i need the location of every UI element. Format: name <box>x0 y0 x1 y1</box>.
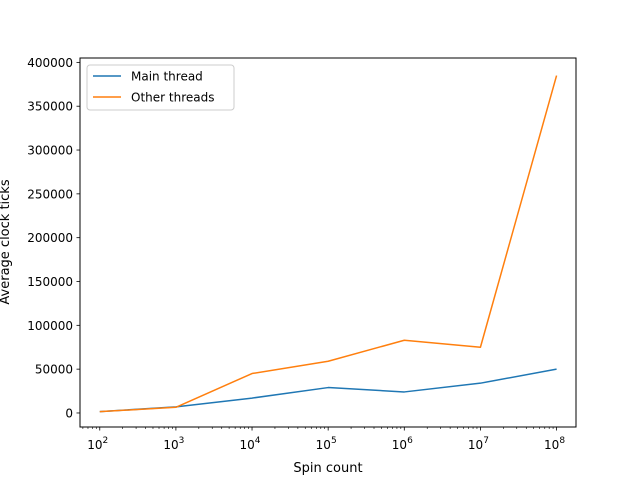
y-tick-label: 250000 <box>27 187 73 201</box>
series-line-2 <box>99 75 558 413</box>
y-axis-label: Average clock ticks <box>0 179 13 304</box>
y-tick-label: 150000 <box>27 275 73 289</box>
y-tick-label: 400000 <box>27 56 73 70</box>
x-tick-label: 107 <box>468 436 489 452</box>
x-tick-label: 103 <box>163 436 184 452</box>
series-layer <box>99 75 558 413</box>
y-tick-label: 350000 <box>27 100 73 114</box>
x-tick-label: 106 <box>392 436 413 452</box>
x-axis-label: Spin count <box>293 461 362 476</box>
x-axis: 102 103 104 105 106 107 108 <box>82 427 565 452</box>
y-tick-label: 300000 <box>27 144 73 158</box>
legend-label: Main thread <box>131 70 203 84</box>
y-tick-label: 100000 <box>27 319 73 333</box>
x-tick-label: 105 <box>316 436 337 452</box>
y-tick-label: 200000 <box>27 231 73 245</box>
y-tick-label: 0 <box>65 406 73 420</box>
y-axis: 0 50000 100000 150000 200000 250000 300000 3500… <box>27 56 80 420</box>
x-tick-label: 102 <box>87 436 108 452</box>
legend-box <box>86 64 235 111</box>
x-tick-label: 108 <box>544 436 565 452</box>
legend-label: Other threads <box>131 91 214 105</box>
x-tick-label: 104 <box>240 436 261 452</box>
y-tick-label: 50000 <box>35 363 73 377</box>
legend: Main thread Other threads <box>86 64 235 111</box>
